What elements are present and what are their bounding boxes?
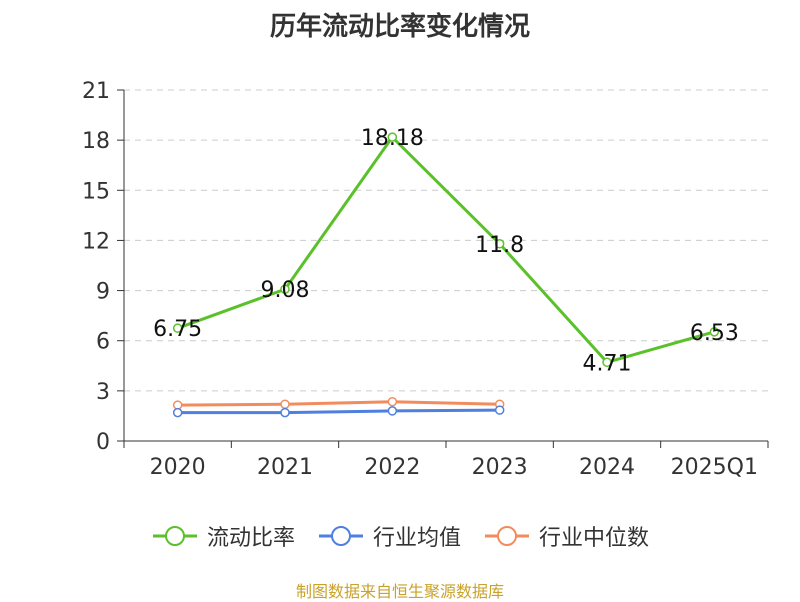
y-tick-label: 12 [82, 229, 110, 254]
y-tick-label: 18 [82, 129, 110, 154]
data-label: 9.08 [261, 278, 310, 303]
data-point-industry_mean [172, 407, 183, 418]
data-point-industry_mean [494, 405, 505, 415]
x-tick-label: 2023 [472, 455, 528, 480]
legend: 流动比率 行业均值 行业中位数 [0, 520, 800, 552]
x-tick-label: 2022 [364, 455, 420, 480]
series-line-industry_median [177, 400, 500, 407]
series-line-current_ratio [177, 135, 715, 364]
legend-item-industry-median[interactable]: 行业中位数 [483, 520, 649, 552]
data-point-current_ratio [709, 327, 720, 337]
legend-label-current-ratio: 流动比率 [206, 526, 295, 551]
data-label: 18.18 [361, 126, 424, 151]
series-line-industry_mean [177, 408, 500, 415]
data-label: 6.75 [153, 317, 202, 342]
y-tick-label: 3 [96, 380, 110, 405]
chart-title: 历年流动比率变化情况 [269, 12, 530, 42]
data-point-industry_median [280, 399, 290, 409]
data-point-current_ratio [387, 132, 398, 142]
data-label: 6.53 [690, 321, 739, 346]
data-point-current_ratio [280, 284, 290, 294]
data-point-current_ratio [494, 239, 505, 249]
legend-item-industry-mean[interactable]: 行业均值 [317, 520, 461, 552]
line-chart: 0 3 6 9 12 15 18 21 2020 2021 2022 2023 2024 2025Q1 6.… [82, 79, 769, 480]
data-label: 11.8 [475, 233, 524, 258]
legend-label-industry-median: 行业中位数 [539, 526, 650, 551]
legend-item-current-ratio[interactable]: 流动比率 [151, 520, 295, 552]
y-tick-label: 0 [96, 430, 110, 455]
y-tick-label: 6 [96, 330, 110, 355]
data-point-industry_median [387, 396, 398, 407]
y-tick-label: 21 [82, 79, 110, 104]
legend-swatch-current-ratio [152, 526, 197, 546]
x-tick-label: 2021 [257, 455, 313, 480]
source-note: 制图数据来自恒生聚源数据库 [295, 582, 504, 601]
data-point-current_ratio [172, 323, 183, 333]
data-point-industry_mean [280, 407, 290, 418]
legend-swatch-industry-mean [318, 526, 363, 546]
x-tick-label: 2024 [579, 455, 635, 480]
data-point-industry_mean [387, 406, 398, 416]
x-tick-label: 2025Q1 [671, 455, 758, 480]
x-tick-label: 2020 [150, 455, 206, 480]
data-label: 4.71 [583, 351, 632, 376]
data-point-current_ratio [602, 357, 612, 368]
y-tick-label: 9 [96, 280, 110, 305]
y-tick-label: 15 [82, 179, 110, 204]
legend-swatch-industry-median [485, 526, 529, 546]
legend-label-industry-mean: 行业均值 [372, 526, 461, 551]
